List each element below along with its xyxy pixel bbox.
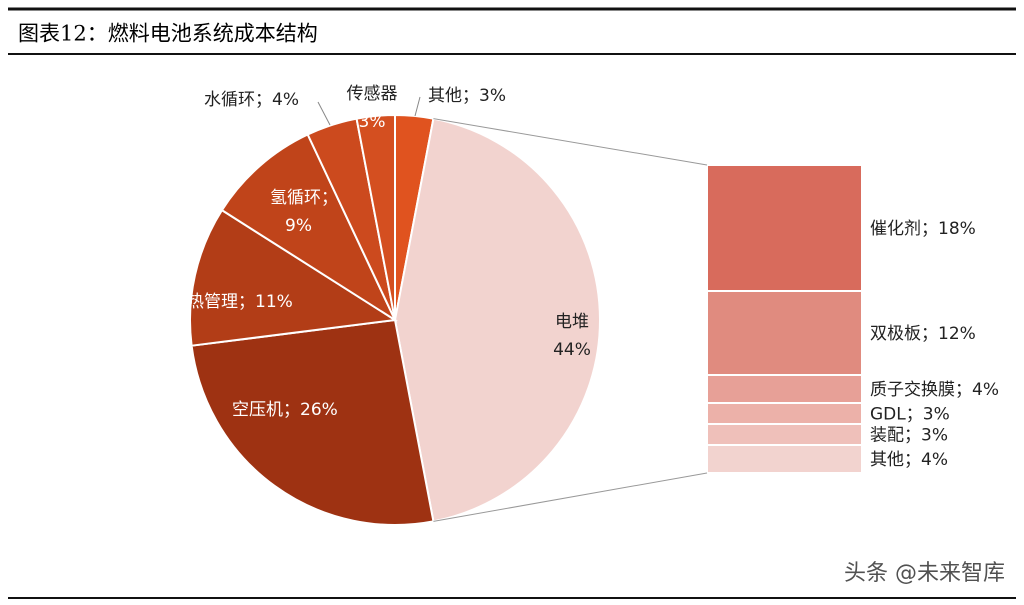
bar-category: 装配 bbox=[870, 426, 904, 446]
pie-label: 传感器 bbox=[347, 84, 398, 104]
watermark: 头条 @未来智库 bbox=[844, 561, 1005, 586]
bar-category: 催化剂 bbox=[870, 219, 921, 239]
bar-segment bbox=[706, 402, 863, 425]
pie-label: 热管理；11% bbox=[187, 292, 293, 312]
pie-category: 其他 bbox=[428, 86, 462, 106]
bar-label: 装配；3% bbox=[870, 426, 948, 446]
bar-value-label: 12% bbox=[938, 324, 976, 344]
bar-category: 双极板 bbox=[870, 324, 921, 344]
bar-category: 质子交换膜 bbox=[870, 380, 955, 400]
bar-category: GDL bbox=[870, 405, 906, 425]
bar-value-label: 18% bbox=[938, 219, 976, 239]
pie-category: 电堆 bbox=[555, 312, 589, 332]
separator: ； bbox=[283, 400, 300, 420]
pie-category: 热管理 bbox=[187, 292, 238, 312]
chart-title: 图表12：燃料电池系统成本结构 bbox=[18, 22, 318, 46]
bar-value-label: 3% bbox=[923, 405, 950, 425]
leader-line bbox=[414, 96, 421, 117]
leader-line bbox=[317, 101, 331, 126]
bar-category: 其他 bbox=[870, 450, 904, 470]
pie-slice bbox=[220, 133, 398, 323]
pie-category: 氢循环 bbox=[270, 188, 321, 208]
connector bbox=[433, 472, 708, 522]
separator: ； bbox=[921, 324, 938, 344]
pie-slice bbox=[189, 208, 398, 347]
separator: ； bbox=[904, 450, 921, 470]
bar-label: 质子交换膜；4% bbox=[870, 380, 999, 400]
bar-segment bbox=[706, 290, 863, 376]
pie-value-label: 9% bbox=[285, 216, 312, 236]
pie-category: 空压机 bbox=[232, 400, 283, 420]
connector bbox=[433, 118, 708, 166]
separator: ； bbox=[238, 292, 255, 312]
pie-slice bbox=[355, 113, 396, 321]
bar-segment bbox=[706, 444, 863, 474]
pie-value-label: 3% bbox=[479, 86, 506, 106]
separator: ； bbox=[955, 380, 972, 400]
pie-category: 水循环 bbox=[204, 90, 255, 110]
bar-value-label: 3% bbox=[921, 426, 948, 446]
separator: ； bbox=[921, 219, 938, 239]
pie-label: 水循环；4% bbox=[204, 90, 299, 110]
bar-segment bbox=[706, 374, 863, 404]
pie-slice bbox=[190, 318, 435, 526]
pie-value-label: 44% bbox=[553, 340, 591, 360]
bar-label: GDL；3% bbox=[870, 405, 950, 425]
pie-slice bbox=[393, 117, 602, 523]
separator: ； bbox=[904, 426, 921, 446]
separator: ； bbox=[255, 90, 272, 110]
pie-category: 传感器 bbox=[347, 84, 398, 104]
bar-label: 双极板；12% bbox=[870, 324, 976, 344]
pie-value-label: 3% bbox=[359, 112, 386, 132]
pie-label: 电堆 bbox=[555, 312, 589, 332]
separator: ； bbox=[321, 188, 338, 208]
separator: ； bbox=[462, 86, 479, 106]
pie-label: 空压机；26% bbox=[232, 400, 338, 420]
bar-segment bbox=[706, 423, 863, 446]
bar-label: 催化剂；18% bbox=[870, 219, 976, 239]
bar-value-label: 4% bbox=[972, 380, 999, 400]
bar-segment bbox=[706, 164, 863, 292]
separator: ； bbox=[906, 405, 923, 425]
pie-label: 氢循环； bbox=[270, 188, 338, 208]
bar-value-label: 4% bbox=[921, 450, 948, 470]
pie-value-label: 4% bbox=[272, 90, 299, 110]
pie-value-label: 11% bbox=[255, 292, 293, 312]
pie-value-label: 26% bbox=[300, 400, 338, 420]
bar-label: 其他；4% bbox=[870, 450, 948, 470]
pie-label: 其他；3% bbox=[428, 86, 506, 106]
